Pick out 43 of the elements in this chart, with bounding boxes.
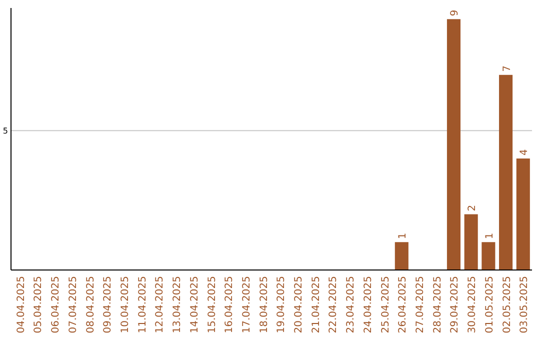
bar [464,214,478,270]
data-label: 1 [398,232,409,240]
x-tick-label: 12.04.2025 [154,276,166,334]
data-label: 7 [502,66,513,72]
bar [516,158,530,270]
x-tick-label: 05.04.2025 [33,276,44,334]
data-label: 1 [484,232,496,240]
x-tick-label: 09.04.2025 [102,276,114,334]
y-tick-label: 5 [2,126,8,136]
x-tick-label: 18.04.2025 [258,276,270,334]
x-tick-label: 06.04.2025 [50,276,62,334]
x-tick-label: 01.05.2025 [484,276,496,334]
x-tick-label: 11.04.2025 [137,276,148,334]
x-tick-label: 25.04.2025 [380,276,392,334]
x-tick-label: 27.04.2025 [415,276,426,334]
x-tick-label: 20.04.2025 [294,276,305,334]
bar [499,74,513,270]
data-label: 9 [450,10,461,16]
x-tick-label: 26.04.2025 [398,276,409,334]
x-tick-label: 19.04.2025 [276,276,288,334]
x-tick-label: 17.04.2025 [241,276,252,334]
x-tick-label: 21.04.2025 [310,276,322,334]
x-tick-label: 23.04.2025 [346,276,357,334]
x-tick-label: 15.04.2025 [206,276,218,334]
bar [394,242,408,270]
x-tick-label: 02.05.2025 [502,276,513,334]
x-tick-label: 03.05.2025 [519,276,530,334]
x-tick-label: 08.04.2025 [85,276,96,334]
x-tick-label: 24.04.2025 [362,276,374,334]
data-label: 2 [467,204,478,212]
bar [446,19,460,270]
x-tick-label: 13.04.2025 [172,276,184,334]
x-tick-label: 30.04.2025 [467,276,478,334]
bar [482,242,496,270]
x-tick-label: 16.04.2025 [224,276,236,334]
x-tick-label: 14.04.2025 [189,276,200,334]
x-tick-label: 07.04.2025 [68,276,79,334]
x-tick-label: 29.04.2025 [450,276,461,334]
x-tick-label: 28.04.2025 [432,276,444,334]
data-label: 4 [519,149,530,156]
x-tick-label: 04.04.2025 [16,276,27,334]
x-tick-label: 10.04.2025 [120,276,131,334]
x-tick-label: 22.04.2025 [328,276,340,334]
